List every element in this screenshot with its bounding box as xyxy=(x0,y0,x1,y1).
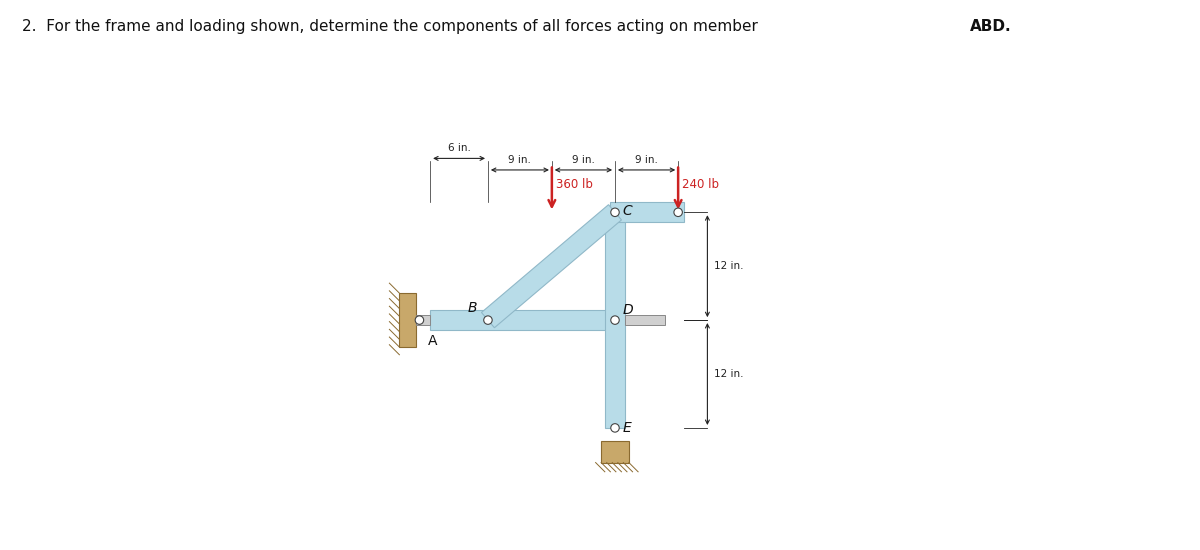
Text: B: B xyxy=(468,301,478,316)
Polygon shape xyxy=(605,212,625,428)
Text: D: D xyxy=(623,303,634,317)
Text: 9 in.: 9 in. xyxy=(635,155,658,164)
Circle shape xyxy=(611,424,619,432)
Text: 12 in.: 12 in. xyxy=(714,261,744,271)
Bar xyxy=(400,293,416,347)
Circle shape xyxy=(611,316,619,324)
Circle shape xyxy=(674,208,683,217)
Text: ABD.: ABD. xyxy=(970,19,1012,34)
Bar xyxy=(601,441,629,463)
Text: 360 lb: 360 lb xyxy=(556,178,593,191)
Text: E: E xyxy=(623,421,631,435)
Circle shape xyxy=(484,316,492,324)
Text: C: C xyxy=(623,204,632,218)
Text: 9 in.: 9 in. xyxy=(509,155,532,164)
Text: 6 in.: 6 in. xyxy=(448,143,470,153)
Text: 9 in.: 9 in. xyxy=(572,155,595,164)
Text: 2.  For the frame and loading shown, determine the components of all forces acti: 2. For the frame and loading shown, dete… xyxy=(22,19,762,34)
Text: A: A xyxy=(427,334,437,348)
Circle shape xyxy=(415,316,424,324)
Bar xyxy=(416,315,431,325)
Polygon shape xyxy=(431,310,616,330)
Bar xyxy=(625,315,665,325)
Polygon shape xyxy=(481,205,622,328)
Polygon shape xyxy=(610,202,684,222)
Circle shape xyxy=(611,208,619,217)
Text: 12 in.: 12 in. xyxy=(714,369,744,379)
Text: 240 lb: 240 lb xyxy=(682,178,719,191)
